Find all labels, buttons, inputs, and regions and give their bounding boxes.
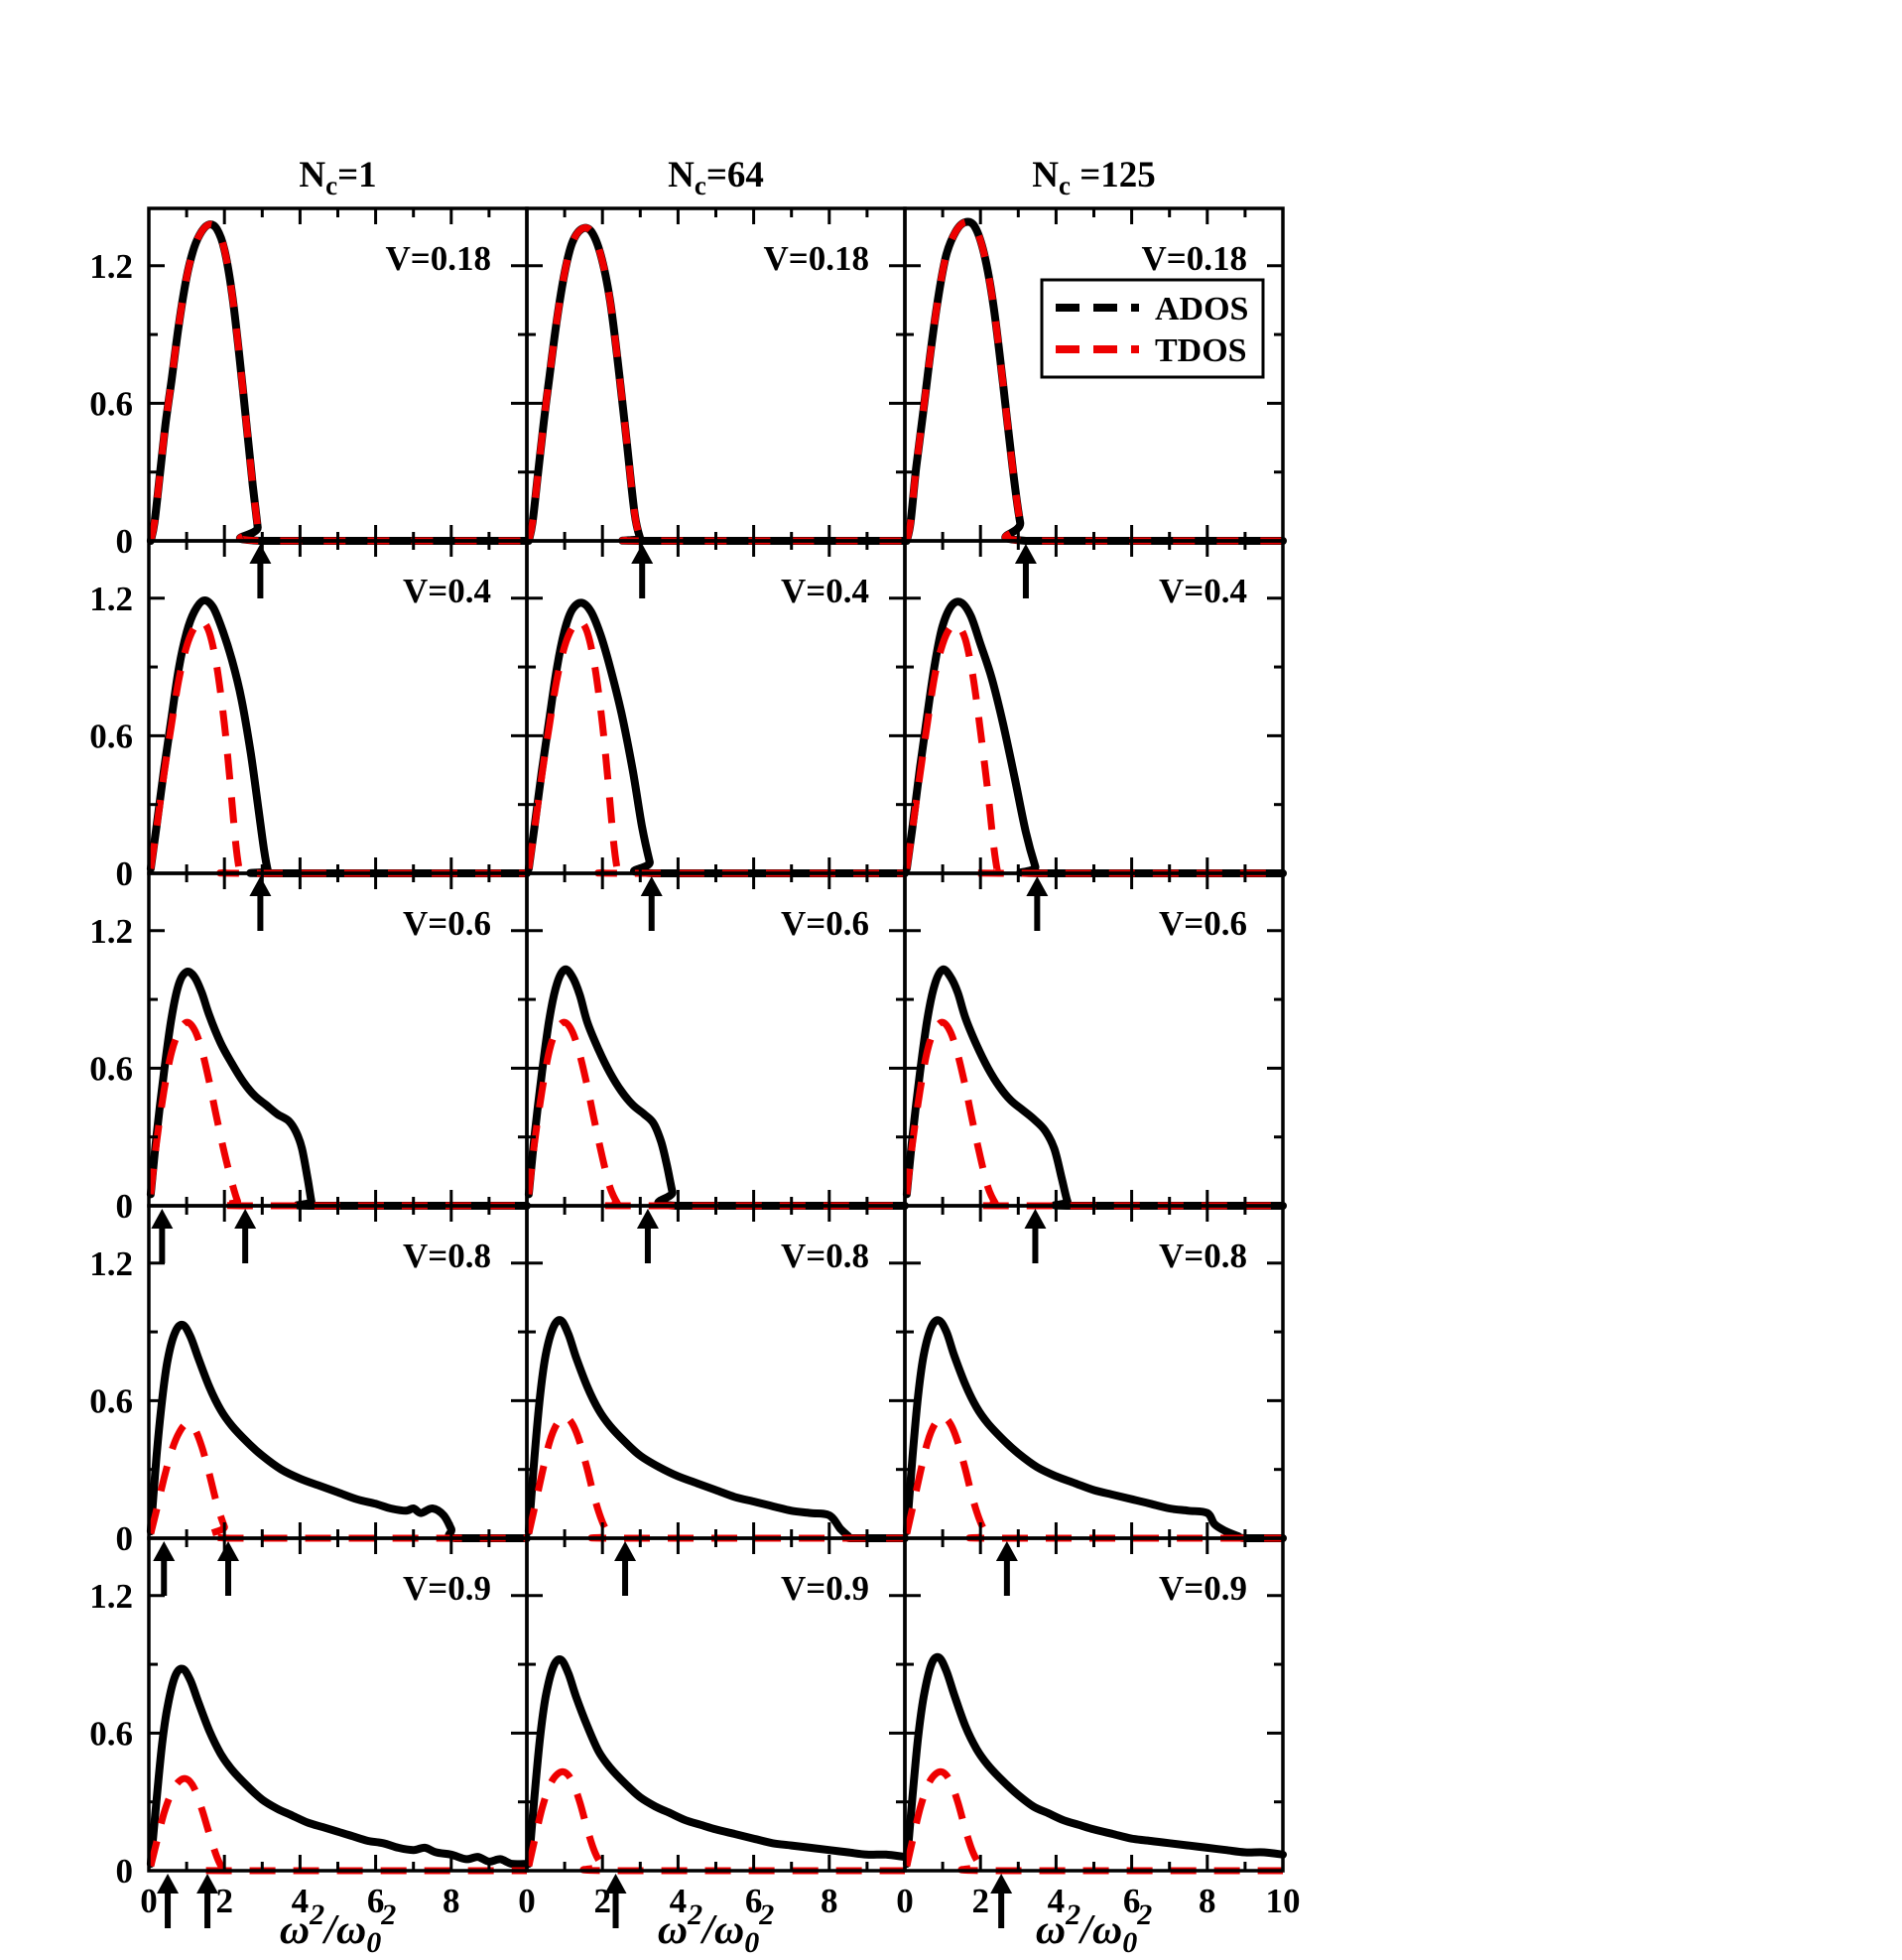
panel-r4-c0: V=0.9 0 0.6 1.2 0 2 4 6 8 xyxy=(89,1536,531,1920)
band-edge-arrow xyxy=(196,1874,219,1928)
v-label: V=0.6 xyxy=(1159,904,1247,943)
v-label: V=0.4 xyxy=(403,572,491,610)
xtick-label: 8 xyxy=(1199,1882,1216,1920)
ytick-label: 0.6 xyxy=(89,717,133,755)
tdos-curve xyxy=(147,1018,527,1210)
v-label: V=0.4 xyxy=(1159,572,1247,610)
ytick-label: 0.6 xyxy=(89,384,133,423)
tdos-curve xyxy=(903,218,1283,545)
band-edge-arrow xyxy=(151,1209,174,1263)
tdos-curve xyxy=(147,1419,527,1542)
ytick-label: 0 xyxy=(116,1852,134,1891)
xtick-label: 4 xyxy=(1048,1882,1066,1920)
band-edge-arrow xyxy=(153,1541,176,1596)
xtick-label: 6 xyxy=(745,1882,763,1920)
ytick-label: 0 xyxy=(116,1519,134,1558)
ytick-label: 0 xyxy=(116,854,134,893)
legend-label: TDOS xyxy=(1155,332,1247,369)
band-edge-arrow xyxy=(1024,1209,1047,1263)
tdos-curve xyxy=(525,1018,905,1210)
xtick-label: 6 xyxy=(367,1882,385,1920)
band-edge-arrow xyxy=(157,1874,180,1928)
v-label: V=0.18 xyxy=(1142,239,1247,278)
v-label: V=0.4 xyxy=(781,572,869,610)
panel-r2-c0: V=0.6 0 0.6 1.2 xyxy=(89,871,531,1226)
ytick-label: 0.6 xyxy=(89,1049,133,1088)
column-title: Nc =125 xyxy=(1032,155,1156,200)
legend-box xyxy=(1040,278,1265,379)
band-edge-arrow xyxy=(990,1874,1013,1928)
x-axis-label: ω2/ω02 xyxy=(1036,1898,1152,1959)
band-edge-arrow xyxy=(249,876,272,931)
band-edge-arrow xyxy=(995,1541,1018,1596)
legend-label: ADOS xyxy=(1155,291,1248,327)
x-axis-label: ω2/ω02 xyxy=(658,1898,774,1959)
ados-curve xyxy=(146,1664,531,1869)
ytick-label: 1.2 xyxy=(89,580,133,618)
v-label: V=0.8 xyxy=(403,1237,491,1275)
band-edge-arrow xyxy=(217,1541,240,1596)
xtick-label: 4 xyxy=(292,1882,310,1920)
v-label: V=0.8 xyxy=(781,1237,869,1275)
band-edge-arrow xyxy=(640,876,663,931)
xtick-label: 10 xyxy=(1266,1882,1301,1920)
ados-curve xyxy=(524,1316,909,1542)
band-edge-arrow xyxy=(234,1209,257,1263)
xtick-label: 0 xyxy=(896,1882,914,1920)
ados-curve xyxy=(524,965,909,1210)
panel-r4-c2: V=0.9 0 2 4 6 8 10 xyxy=(896,1536,1301,1920)
xtick-label: 0 xyxy=(140,1882,158,1920)
column-title: Nc=1 xyxy=(299,155,376,200)
ytick-label: 0.6 xyxy=(89,1381,133,1420)
xtick-label: 4 xyxy=(670,1882,688,1920)
ytick-label: 0.6 xyxy=(89,1714,133,1753)
xtick-label: 8 xyxy=(443,1882,460,1920)
v-label: V=0.9 xyxy=(403,1569,491,1608)
ytick-label: 1.2 xyxy=(89,912,133,951)
band-edge-arrow xyxy=(631,544,654,598)
xtick-label: 8 xyxy=(821,1882,838,1920)
ados-curve xyxy=(902,1316,1287,1542)
ytick-label: 1.2 xyxy=(89,1577,133,1616)
xtick-label: 6 xyxy=(1123,1882,1141,1920)
column-title: Nc=64 xyxy=(668,155,764,200)
panel-r0-c2: V=0.18 xyxy=(902,206,1287,546)
ytick-label: 0 xyxy=(116,522,134,561)
tdos-curve xyxy=(903,1018,1283,1210)
v-label: V=0.6 xyxy=(403,904,491,943)
v-label: V=0.8 xyxy=(1159,1237,1247,1275)
v-label: V=0.9 xyxy=(1159,1569,1247,1608)
band-edge-arrow xyxy=(1026,876,1049,931)
v-label: V=0.9 xyxy=(781,1569,869,1608)
band-edge-arrow xyxy=(636,1209,659,1263)
x-axis-label: ω2/ω02 xyxy=(280,1898,396,1959)
band-edge-arrow xyxy=(614,1541,637,1596)
ados-curve xyxy=(902,1652,1287,1869)
band-edge-arrow xyxy=(1014,544,1037,598)
ados-curve xyxy=(902,965,1287,1211)
ados-curve xyxy=(146,220,531,546)
xtick-label: 0 xyxy=(518,1882,536,1920)
ados-curve xyxy=(146,1320,531,1543)
xtick-label: 2 xyxy=(971,1882,989,1920)
v-label: V=0.18 xyxy=(764,239,869,278)
ytick-label: 0 xyxy=(116,1187,134,1226)
v-label: V=0.18 xyxy=(386,239,491,278)
v-label: V=0.6 xyxy=(781,904,869,943)
ytick-label: 1.2 xyxy=(89,247,133,286)
panel-r4-c1: V=0.90 2 4 6 8 xyxy=(518,1536,909,1920)
ytick-label: 1.2 xyxy=(89,1244,133,1283)
ados-curve xyxy=(524,1655,909,1869)
ados-curve xyxy=(146,968,531,1211)
legend: ADOS TDOS xyxy=(1040,278,1265,379)
xtick-label: 2 xyxy=(215,1882,233,1920)
band-edge-arrow xyxy=(249,544,272,598)
band-edge-arrow xyxy=(604,1874,627,1928)
